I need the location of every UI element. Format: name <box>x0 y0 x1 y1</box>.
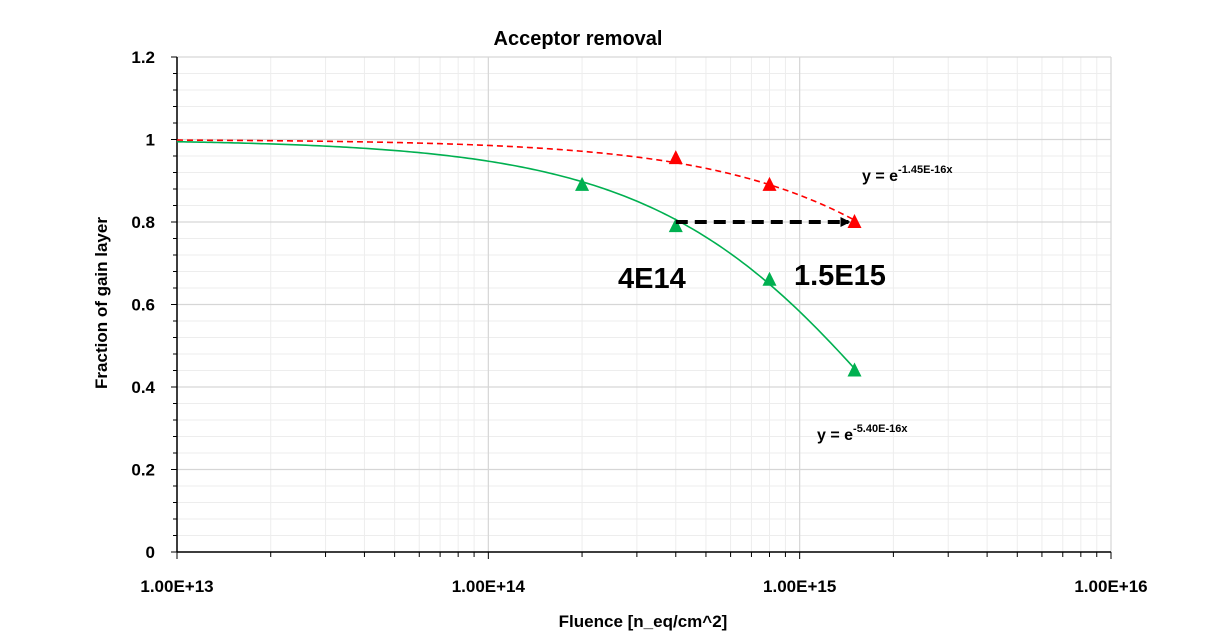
chart-title: Acceptor removal <box>494 28 663 50</box>
x-tick-label: 1.00E+15 <box>763 577 836 596</box>
y-tick-label: 0.8 <box>131 213 155 232</box>
green-equation-exponent: -5.40E-16x <box>853 423 908 435</box>
x-tick-label: 1.00E+16 <box>1074 577 1147 596</box>
fit-curves <box>176 139 856 370</box>
y-tick-label: 0.4 <box>131 378 155 397</box>
green-fit-curve <box>176 140 856 370</box>
y-axis-label: Fraction of gain layer <box>92 217 111 389</box>
data-points <box>575 150 862 377</box>
y-tick-label: 1.2 <box>131 48 155 67</box>
green-data-point <box>762 271 777 286</box>
red-equation: y = e-1.45E-16x <box>862 164 953 185</box>
red-data-point <box>668 150 683 165</box>
green-equation-base: y = e <box>817 427 853 444</box>
red-data-point <box>847 214 862 228</box>
y-tick-label: 0.6 <box>131 296 155 315</box>
x-tick-label: 1.00E+13 <box>140 577 213 596</box>
red-fluence-label: 1.5E15 <box>794 260 886 292</box>
grid <box>176 56 1112 553</box>
red-equation-base: y = e <box>862 168 898 185</box>
red-equation-exponent: -1.45E-16x <box>898 164 953 176</box>
green-fluence-label: 4E14 <box>618 263 686 295</box>
green-data-point <box>668 218 683 233</box>
y-tick-label: 1 <box>146 131 155 150</box>
red-data-point <box>762 176 777 191</box>
red-fit-curve <box>176 139 855 221</box>
x-axis-label: Fluence [n_eq/cm^2] <box>559 612 728 631</box>
x-tick-label: 1.00E+14 <box>452 577 526 596</box>
y-tick-label: 0.2 <box>131 461 155 480</box>
axes: 0 0.2 0.4 0.6 0.8 1 1.2 1.00E+13 1.00E+14 1.00E+1… <box>131 48 1147 596</box>
green-data-point <box>847 362 862 377</box>
y-tick-label: 0 <box>146 543 155 562</box>
green-equation: y = e-5.40E-16x <box>817 423 908 444</box>
green-data-point <box>575 176 590 191</box>
